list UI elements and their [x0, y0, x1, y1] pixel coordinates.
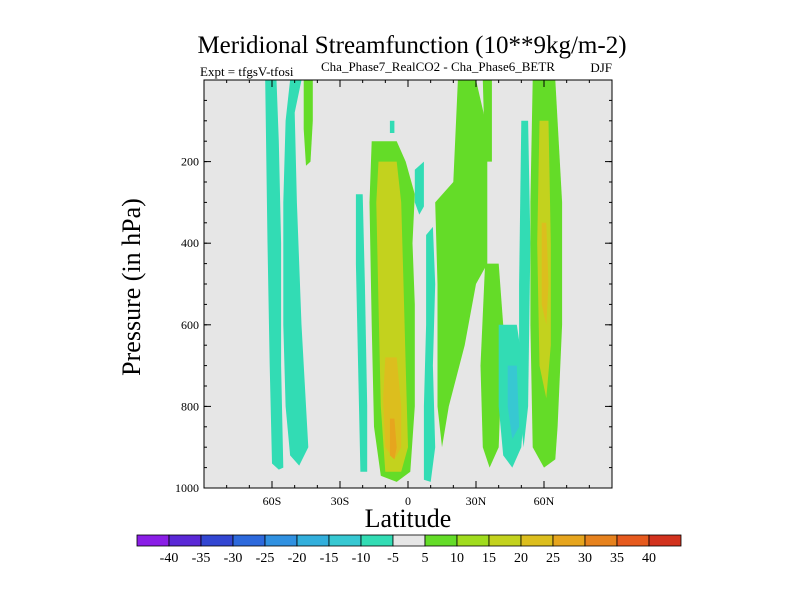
colorbar-label: 10	[450, 551, 464, 566]
y-tick-label: 1000	[175, 481, 199, 495]
region-teal-45N-core	[507, 365, 520, 439]
x-tick-label: 60S	[263, 494, 282, 508]
region-green-20N-main	[435, 80, 488, 448]
colorbar-swatch	[584, 534, 618, 547]
colorbar-label: 30	[578, 551, 592, 566]
colorbar-swatch	[552, 534, 586, 547]
colorbar-swatch	[296, 534, 330, 547]
region-core-equatorial	[389, 418, 397, 460]
colorbar-swatch	[168, 534, 202, 547]
colorbar-label: -5	[387, 551, 399, 566]
region-teal-50N	[519, 120, 531, 448]
region-green-34N	[482, 80, 492, 162]
x-tick-label: 60N	[534, 494, 555, 508]
colorbar-swatch	[232, 534, 266, 547]
y-tick-label: 200	[181, 155, 199, 169]
colorbar-swatch	[488, 534, 522, 547]
x-tick-label: 30N	[466, 494, 487, 508]
region-green-35N-lower	[480, 263, 504, 468]
colorbar-swatch	[392, 534, 426, 547]
colorbar-label: -40	[160, 551, 179, 566]
region-orange-60N-band	[541, 222, 549, 325]
colorbar-swatch	[136, 534, 170, 547]
colorbar-swatch	[360, 534, 394, 547]
colorbar-swatch	[424, 534, 458, 547]
season-label: DJF	[590, 60, 612, 75]
region-teal-10N	[423, 226, 436, 482]
colorbar-swatch	[648, 534, 682, 547]
region-green-upper-50S	[303, 80, 313, 166]
y-tick-label: 800	[181, 399, 199, 413]
experiment-label: Expt = tfgsV-tfosi	[200, 64, 294, 79]
plot-area: 60S 30S 0 30N 60N 200 400 600 800 1000	[175, 79, 613, 508]
colorbar-label: -20	[288, 551, 307, 566]
colorbar-swatch	[328, 534, 362, 547]
region-teal-small-0	[389, 120, 395, 133]
x-axis-label: Latitude	[365, 504, 452, 533]
colorbar-label: 40	[642, 551, 656, 566]
axis-ticks: 60S 30S 0 30N 60N 200 400 600 800 1000	[175, 79, 613, 508]
x-tick-label: 0	[405, 494, 411, 508]
comparison-label: Cha_Phase7_RealCO2 - Cha_Phase6_BETR	[321, 59, 555, 74]
colorbar-label: 15	[482, 551, 496, 566]
y-axis-label: Pressure (in hPa)	[117, 198, 146, 376]
colorbar-swatch	[616, 534, 650, 547]
region-teal-south-broad	[283, 80, 309, 466]
colorbar-label: -15	[320, 551, 339, 566]
colorbar-label: -10	[352, 551, 371, 566]
colorbar: -40 -35 -30 -25 -20 -15 -10 -5 5 10 15 20 25 30 35 40	[136, 534, 682, 566]
contour-regions	[265, 80, 563, 482]
colorbar-label: -35	[192, 551, 211, 566]
colorbar-swatch	[520, 534, 554, 547]
colorbar-label: 35	[610, 551, 624, 566]
chart-title: Meridional Streamfunction (10**9kg/m-2)	[197, 32, 626, 59]
y-tick-label: 600	[181, 318, 199, 332]
colorbar-swatch	[456, 534, 490, 547]
y-tick-label: 400	[181, 236, 199, 250]
region-orange-equatorial	[383, 357, 402, 460]
colorbar-swatch	[200, 534, 234, 547]
colorbar-label: 5	[422, 551, 429, 566]
colorbar-swatch	[264, 534, 298, 547]
x-tick-label: 30S	[331, 494, 350, 508]
colorbar-label: -30	[224, 551, 243, 566]
colorbar-label: 20	[514, 551, 528, 566]
region-teal-band-20S	[355, 194, 368, 472]
region-teal-band-60S	[265, 80, 284, 470]
region-teal-5N	[414, 161, 424, 215]
colorbar-label: -25	[256, 551, 275, 566]
colorbar-label: 25	[546, 551, 560, 566]
